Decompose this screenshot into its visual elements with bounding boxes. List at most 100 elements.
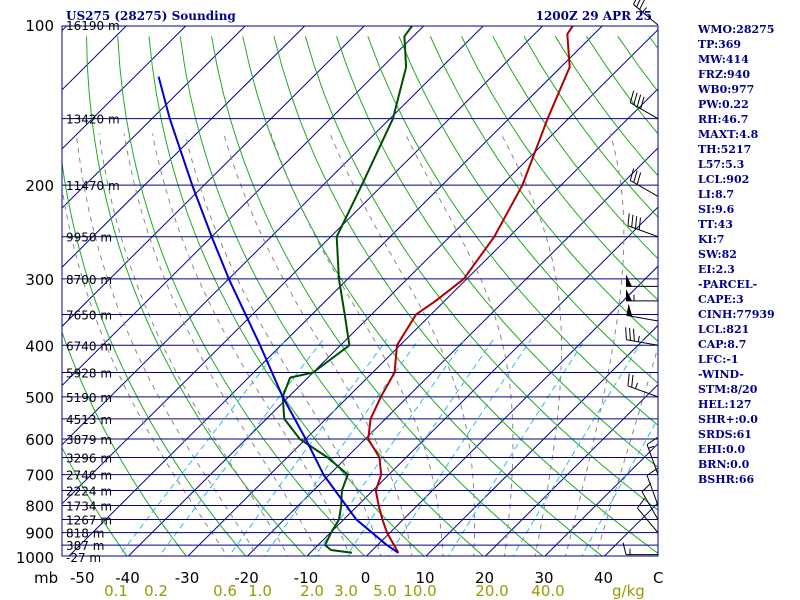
dry-adiabat-line <box>148 36 425 556</box>
mixing-ratio-label: 2.0 <box>300 582 324 600</box>
sounding-profiles <box>157 26 574 554</box>
wind-barb <box>646 437 659 475</box>
height-label: 16190 m <box>66 19 120 33</box>
mixing-ratio-label: 20.0 <box>475 582 508 600</box>
height-label: 4513 m <box>66 413 112 427</box>
index-item: HEL:127 <box>698 398 752 411</box>
dry-adiabat-line <box>179 36 485 556</box>
index-item: EI:2.3 <box>698 263 735 276</box>
height-label: 7650 m <box>66 308 112 322</box>
index-item: BRN:0.0 <box>698 458 750 471</box>
wind-barb-feather <box>633 170 638 183</box>
wind-barb-staff <box>637 507 659 533</box>
index-item: CAP:8.7 <box>698 338 747 351</box>
height-label: 387 m <box>66 539 104 553</box>
wind-barb-feather <box>641 482 652 493</box>
wind-barb-staff <box>646 444 659 475</box>
parcel-profile <box>157 76 399 554</box>
dry-adiabat-line <box>492 36 658 260</box>
wind-barb-staff <box>641 491 659 520</box>
pressure-unit: mb <box>34 569 58 587</box>
pressure-label: 200 <box>25 177 54 195</box>
wind-barb-feather <box>639 0 645 10</box>
dry-adiabat-line <box>86 36 306 556</box>
height-label: 5190 m <box>66 391 112 405</box>
index-item: EHI:0.0 <box>698 443 746 456</box>
wind-barb-feather <box>634 216 638 229</box>
dry-adiabat-line <box>429 36 658 343</box>
moist-adiabat-line <box>270 133 444 556</box>
wind-barb-staff <box>626 339 659 346</box>
mixing-ratio-line <box>346 339 494 556</box>
moist-adiabat-line <box>500 133 562 556</box>
height-label: 3879 m <box>66 433 112 447</box>
wind-barb <box>629 90 659 120</box>
index-item: STM:8/20 <box>698 383 758 396</box>
index-item: LFC:-1 <box>698 353 739 366</box>
pressure-label: 300 <box>25 271 54 289</box>
pressure-label: 400 <box>25 337 54 355</box>
temperature-tick-label: 30 <box>534 569 553 587</box>
height-label: -27 m <box>66 551 101 565</box>
dry-adiabat-line <box>304 36 658 511</box>
index-item: SI:9.6 <box>698 203 735 216</box>
moist-adiabat-line <box>404 133 514 556</box>
wind-barb-staff <box>630 179 659 197</box>
isotherm-line <box>62 26 425 387</box>
wind-barb-feather <box>629 328 631 341</box>
moist-adiabat-line <box>151 133 351 556</box>
temperature-tick-label: 40 <box>594 569 613 587</box>
temperature-tick-label: 20 <box>475 569 494 587</box>
index-item: -WIND- <box>698 368 744 381</box>
wind-barb <box>625 327 659 346</box>
wind-barb-feather <box>627 373 630 386</box>
wind-barb <box>646 468 659 506</box>
temperature-tick-label: -20 <box>234 569 259 587</box>
temperature-tick-label: -30 <box>175 569 200 587</box>
wind-barb <box>641 482 659 520</box>
index-item: SW:82 <box>698 248 737 261</box>
index-item: LCL:821 <box>698 323 750 336</box>
wind-barb-feather <box>640 96 645 109</box>
mixing-ratio-label: 3.0 <box>334 582 358 600</box>
wind-barb <box>626 303 659 322</box>
valid-time: 1200Z 29 APR 25 <box>536 9 652 23</box>
isotherm-line <box>62 26 306 268</box>
temperature-tick-label: -40 <box>115 569 140 587</box>
isotherm-line <box>484 383 658 556</box>
wind-barb-feather <box>629 168 635 181</box>
dry-adiabat-line <box>336 36 658 469</box>
dry-adiabat-line <box>62 330 187 556</box>
wind-barb-feather <box>625 327 627 340</box>
wind-barb <box>633 0 659 26</box>
wind-barb <box>626 274 658 287</box>
isotherm-line <box>306 206 658 556</box>
mixing-ratio-label: 10.0 <box>403 582 436 600</box>
moist-adiabat-line <box>565 133 625 556</box>
wind-barb-half-feather <box>642 7 647 13</box>
temperature-tick-label: 10 <box>415 569 434 587</box>
mixing-ratio-label: 0.6 <box>213 582 237 600</box>
height-label: 5928 m <box>66 367 112 381</box>
temperature-tick-label: 0 <box>361 569 371 587</box>
dry-adiabat-line <box>273 36 658 555</box>
wind-barb-flag <box>626 288 632 301</box>
height-label: 1267 m <box>66 513 112 527</box>
wind-barb <box>629 168 659 197</box>
index-item: KI:7 <box>698 233 725 246</box>
wind-barb-flag <box>626 274 632 287</box>
index-item: CINH:77939 <box>698 308 775 321</box>
wind-barb <box>622 542 658 556</box>
height-label: 2224 m <box>66 485 112 499</box>
moist-adiabat-line <box>595 345 658 556</box>
mixing-ratio-label: 40.0 <box>531 582 564 600</box>
wind-barb-feather <box>627 213 630 226</box>
mixing-ratio-line <box>512 339 644 556</box>
wind-barb-feather <box>646 468 658 476</box>
indices-panel: WMO:28275 TP:369 MW:414 FRZ:940 WB0:977 PW:0.… <box>698 22 798 487</box>
temperature-profile <box>367 26 574 554</box>
height-label: 11470 m <box>66 179 120 193</box>
index-item: LCL:902 <box>698 173 750 186</box>
wind-barb <box>637 497 659 533</box>
